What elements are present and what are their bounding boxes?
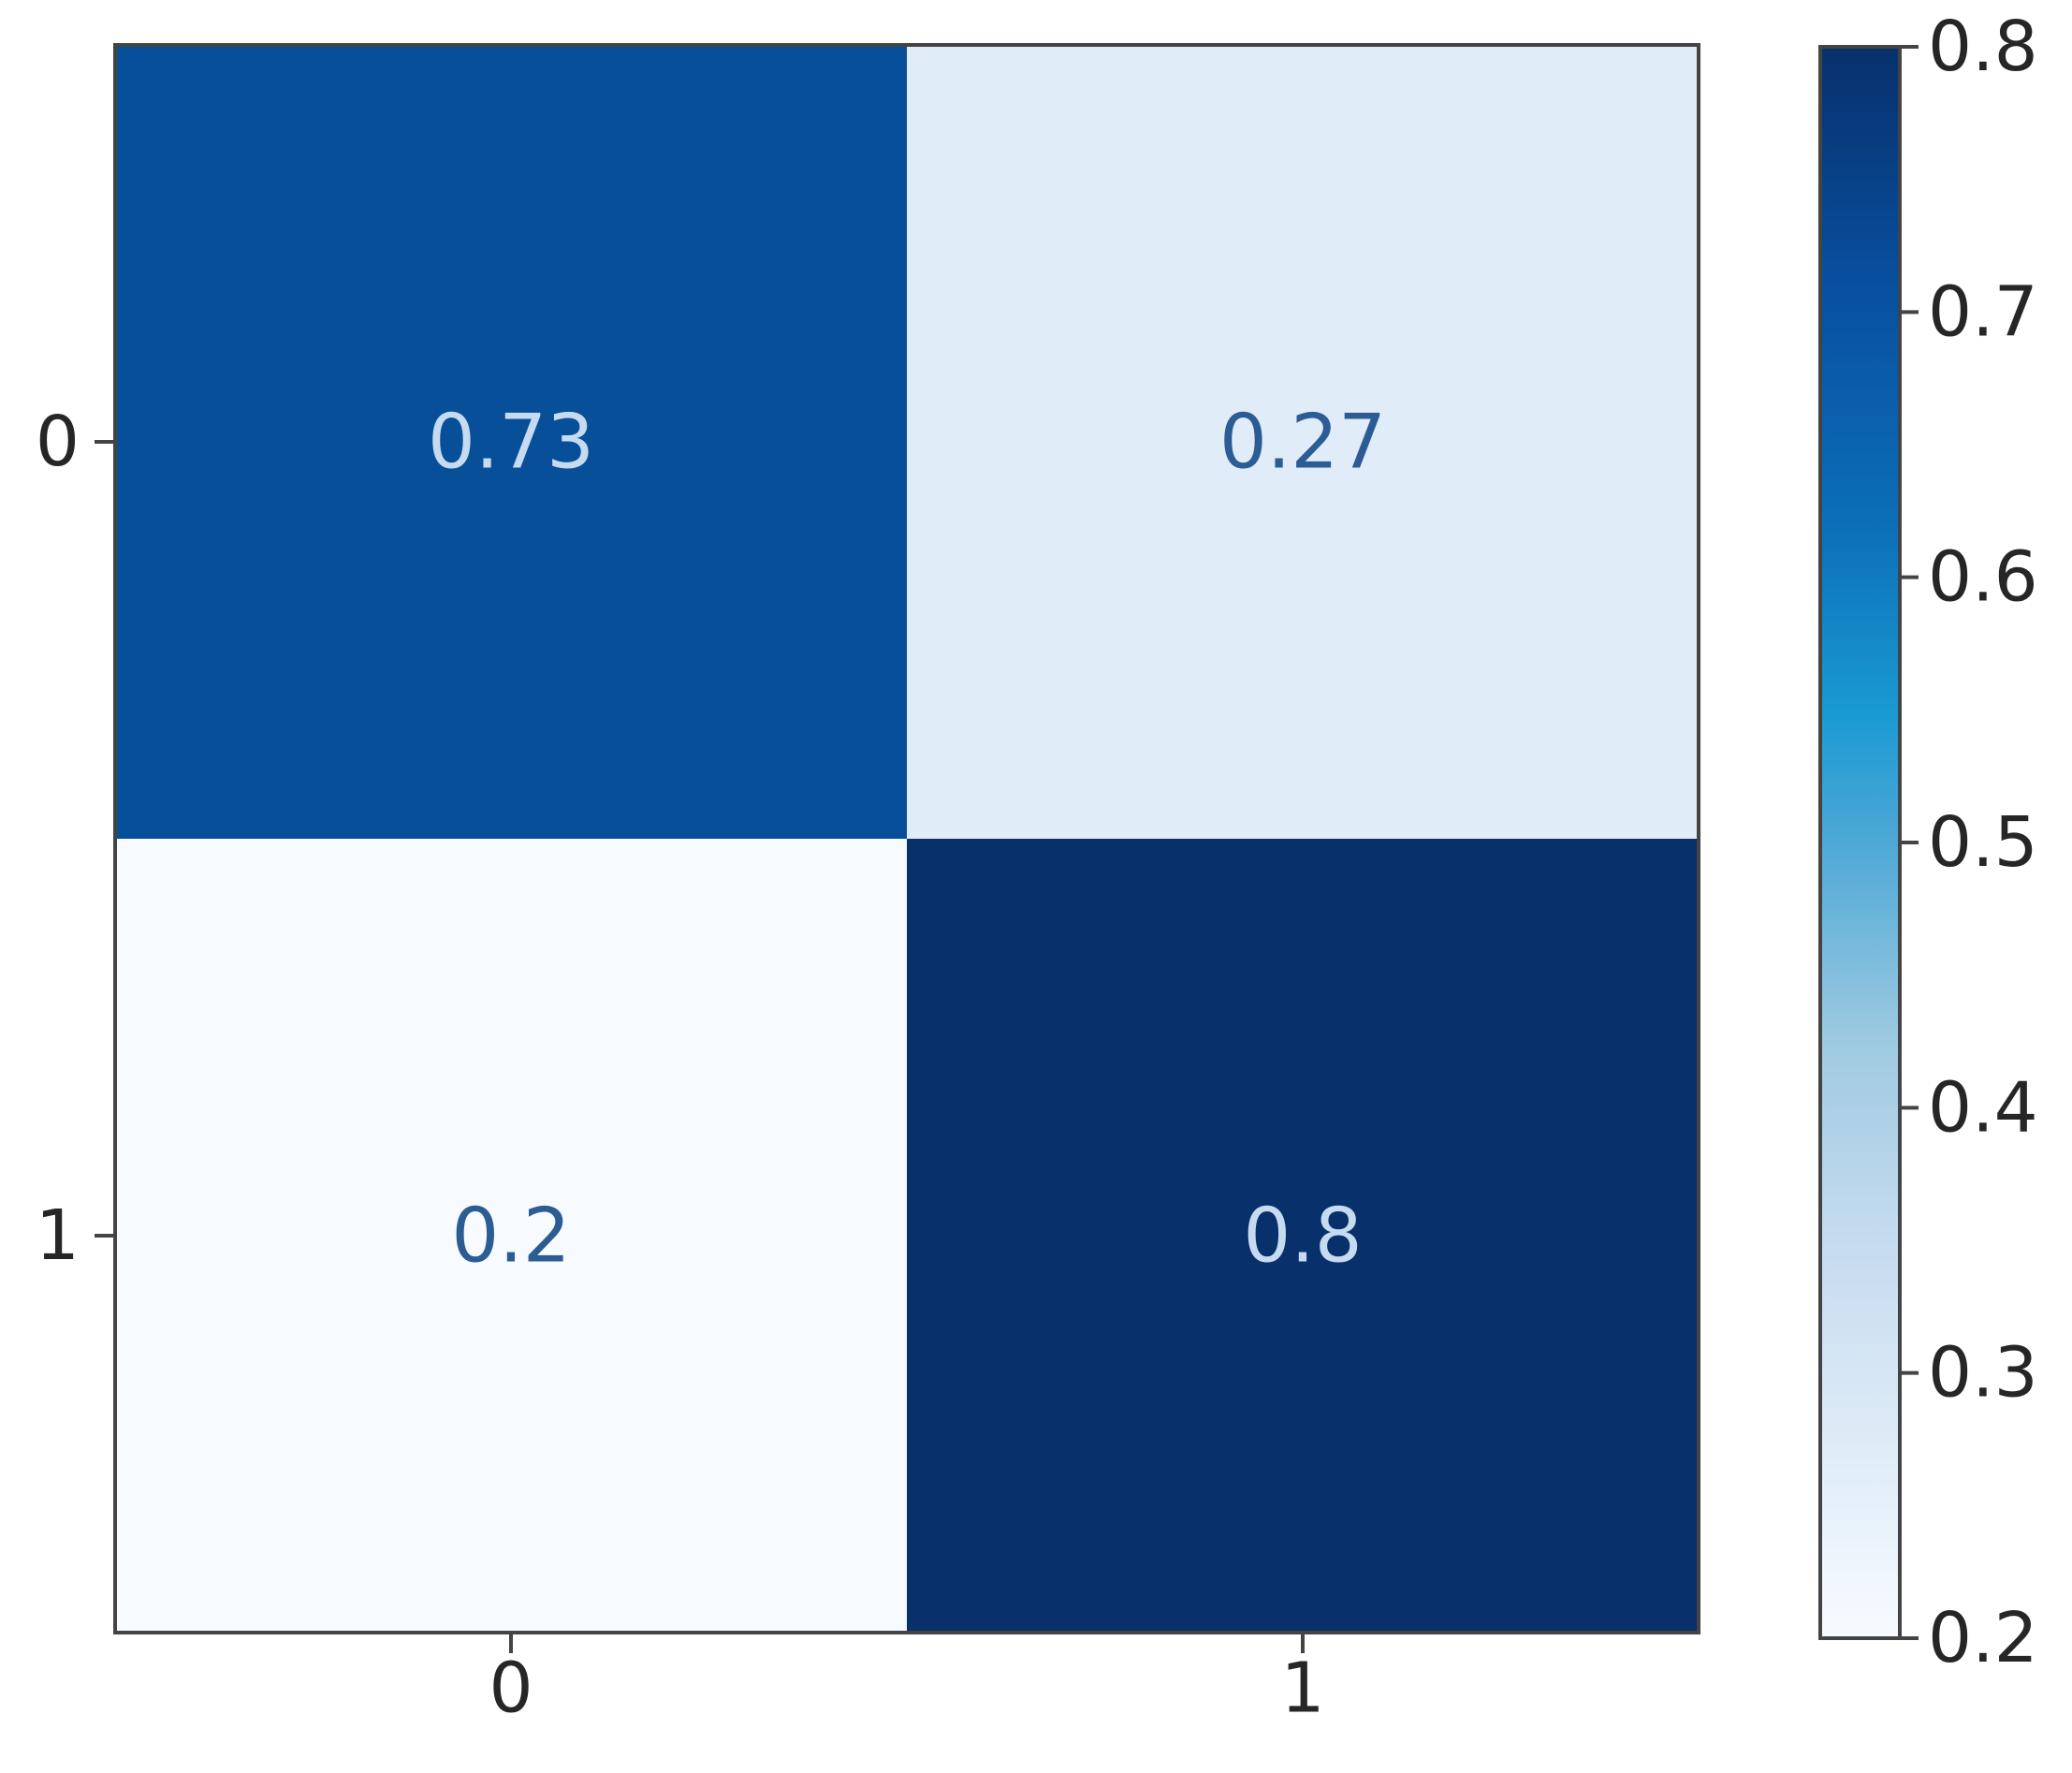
- colorbar: 0.2 0.3 0.4 0.5 0.6 0.7 0.8: [1818, 7, 2038, 1678]
- colorbar-tick-label-5: 0.7: [1928, 271, 2038, 352]
- colorbar-tick-label-4: 0.6: [1928, 537, 2038, 618]
- heatmap-cell-0-1: [907, 45, 1699, 839]
- cell-value-label-0-0: 0.73: [428, 399, 594, 486]
- y-tick-label-0: 0: [36, 402, 80, 482]
- colorbar-ticks: 0.2 0.3 0.4 0.5 0.6 0.7 0.8: [1900, 7, 2038, 1678]
- x-tick-label-1: 1: [1280, 1648, 1324, 1728]
- heatmap-cell-0-0: [115, 45, 907, 839]
- plot-frame: [113, 43, 1700, 1634]
- colorbar-tick-label-6: 0.8: [1928, 7, 2038, 87]
- x-tick-label-0: 0: [489, 1648, 533, 1728]
- colorbar-tick-label-3: 0.5: [1928, 802, 2038, 883]
- heatmap-cell-1-0: [115, 839, 907, 1633]
- colorbar-gradient: [1818, 45, 1902, 1640]
- cell-value-label-0-1: 0.27: [1219, 399, 1386, 486]
- cell-value-label-1-1: 0.8: [1243, 1193, 1362, 1280]
- cell-value-label-1-0: 0.2: [451, 1193, 570, 1280]
- y-tick-label-1: 1: [36, 1195, 80, 1276]
- axes: 0 1 0 1: [36, 402, 1325, 1728]
- colorbar-tick-label-1: 0.3: [1928, 1333, 2038, 1414]
- heatmap-cells: 0.73 0.27 0.2 0.8: [115, 45, 1699, 1633]
- heatmap-cell-1-1: [907, 839, 1699, 1633]
- colorbar-tick-label-0: 0.2: [1928, 1598, 2038, 1678]
- colorbar-tick-label-2: 0.4: [1928, 1067, 2038, 1148]
